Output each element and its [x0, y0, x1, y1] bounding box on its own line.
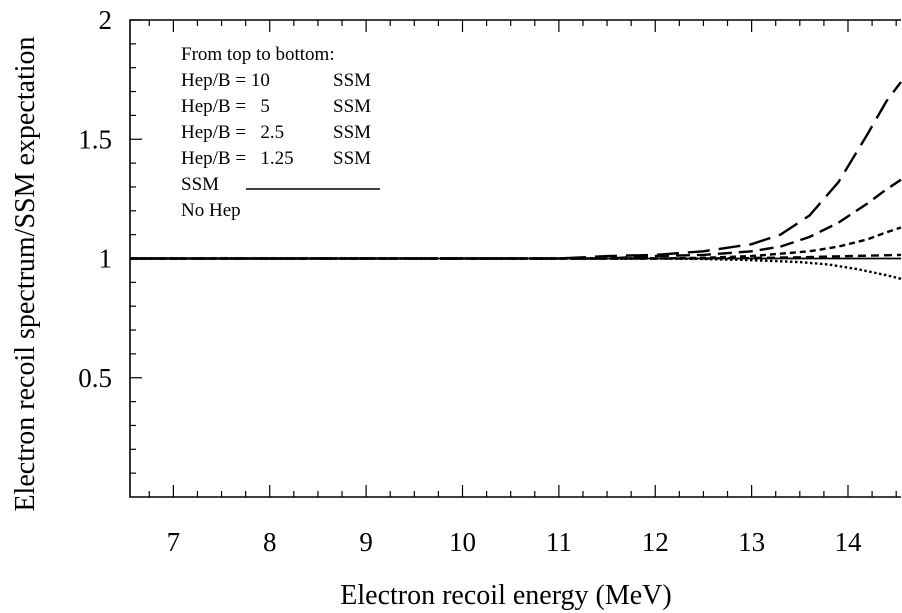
series-line-3 — [130, 226, 902, 260]
y-axis-label: Electron recoil spectrum/SSM expectation — [10, 36, 41, 511]
series-line-1 — [130, 81, 902, 260]
series-lines — [130, 81, 902, 280]
x-tick-label: 9 — [359, 527, 373, 557]
x-tick-label: 12 — [642, 527, 669, 557]
legend: From top to bottom: Hep/B = 10 SSM Hep/B… — [181, 44, 380, 221]
x-axis-ticks: 7 8 9 10 11 12 13 14 — [148, 20, 897, 557]
y-tick-label: 0.5 — [78, 363, 112, 393]
x-tick-label: 11 — [546, 527, 572, 557]
legend-entry-suffix: SSM — [333, 70, 371, 91]
x-axis-label: Electron recoil energy (MeV) — [340, 580, 671, 611]
legend-header: From top to bottom: — [181, 44, 335, 65]
series-line-6 — [130, 257, 902, 280]
legend-entry-label: Hep/B = 1.25 — [181, 148, 294, 169]
y-tick-label: 1.5 — [78, 124, 112, 154]
legend-entry-label: Hep/B = 2.5 — [181, 122, 284, 143]
x-tick-label: 8 — [263, 527, 277, 557]
x-tick-label: 14 — [834, 527, 862, 557]
y-tick-label: 1 — [99, 244, 113, 274]
legend-entry-suffix: SSM — [333, 148, 371, 169]
y-tick-label: 2 — [99, 5, 113, 35]
legend-entry-label: No Hep — [181, 200, 241, 221]
legend-entry-suffix: SSM — [333, 96, 371, 117]
legend-entry-label: Hep/B = 10 — [181, 70, 270, 91]
legend-entry-label: Hep/B = 5 — [181, 96, 270, 117]
x-tick-label: 10 — [449, 527, 476, 557]
x-tick-label: 13 — [738, 527, 765, 557]
x-tick-label: 7 — [167, 527, 181, 557]
legend-entry-label: SSM — [181, 174, 219, 195]
y-axis-ticks: 0.5 1 1.5 2 — [78, 5, 142, 474]
legend-entry-suffix: SSM — [333, 122, 371, 143]
series-line-2 — [130, 178, 902, 260]
